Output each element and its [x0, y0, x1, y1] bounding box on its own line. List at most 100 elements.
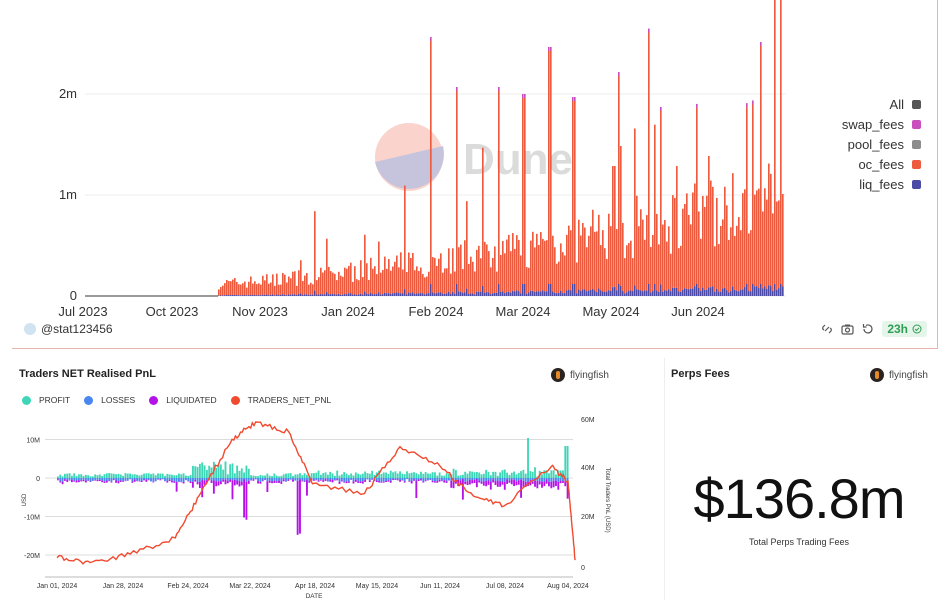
losses-bar	[266, 478, 268, 481]
profit-bar	[346, 474, 348, 478]
losses-bar	[187, 478, 189, 481]
liq-fees-bar	[348, 293, 350, 296]
losses-bar	[69, 478, 71, 480]
profit-bar	[259, 475, 261, 478]
liq-fees-bar	[498, 284, 500, 296]
liquidated-bar	[399, 480, 401, 482]
x-tick-label: May 2024	[582, 304, 639, 319]
oc-fees-bar	[572, 101, 574, 284]
profit-bar	[285, 474, 287, 478]
fees-author[interactable]: flyingfish	[870, 368, 928, 382]
oc-fees-bar	[700, 239, 702, 291]
profit-bar	[380, 474, 382, 478]
pnl-author[interactable]: flyingfish	[551, 368, 609, 382]
profit-bar	[332, 473, 334, 478]
oc-fees-bar	[232, 280, 234, 295]
legend-item-traders-net-pnl[interactable]: TRADERS_NET_PNL	[231, 395, 332, 405]
liquidated-bar	[436, 481, 438, 483]
oc-fees-bar	[534, 247, 536, 291]
liquidated-bar	[408, 481, 410, 482]
oc-fees-bar	[658, 244, 660, 291]
liq-fees-bar	[674, 288, 676, 296]
losses-bar	[562, 478, 564, 481]
liq-fees-bar	[470, 293, 472, 296]
oc-fees-bar	[598, 215, 600, 289]
losses-bar	[306, 478, 308, 480]
losses-bar	[436, 478, 438, 481]
profit-bar	[197, 467, 199, 478]
liq-fees-bar	[678, 291, 680, 296]
liquidated-bar	[104, 482, 106, 483]
liq-fees-bar	[246, 295, 248, 296]
liquidated-bar	[157, 479, 159, 480]
legend-item-All[interactable]: All	[842, 94, 921, 114]
legend-item-pool-fees[interactable]: pool_fees	[842, 134, 921, 154]
liq-fees-bar	[742, 289, 744, 296]
liq-fees-bar	[390, 294, 392, 296]
profit-bar	[357, 474, 359, 478]
liq-fees-bar	[758, 288, 760, 296]
liq-fees-bar	[554, 293, 556, 296]
oc-fees-bar	[698, 211, 700, 287]
author-credit[interactable]: @stat123456	[24, 322, 113, 336]
oc-fees-bar	[354, 266, 356, 294]
losses-bar	[541, 478, 543, 482]
oc-fees-bar	[482, 148, 484, 286]
pnl-card-title: Traders NET Realised PnL	[19, 368, 156, 380]
oc-fees-bar	[564, 255, 566, 293]
oc-fees-bar	[664, 220, 666, 290]
oc-fees-bar	[756, 190, 758, 286]
profit-bar	[385, 473, 387, 478]
legend-item-liquidated[interactable]: LIQUIDATED	[149, 395, 216, 405]
liq-fees-bar	[386, 293, 388, 296]
losses-bar	[99, 478, 101, 480]
liq-fees-bar	[442, 294, 444, 296]
liquidated-bar	[141, 481, 143, 482]
refresh-icon[interactable]	[862, 323, 874, 335]
losses-bar	[173, 478, 175, 481]
liq-fees-bar	[572, 284, 574, 296]
oc-fees-bar	[704, 207, 706, 290]
oc-fees-bar	[320, 268, 322, 294]
legend-item-losses[interactable]: LOSSES	[84, 395, 135, 405]
embed-icon[interactable]	[821, 323, 833, 335]
liquidated-bar	[343, 482, 345, 483]
liq-fees-bar	[658, 292, 660, 296]
liq-fees-bar	[506, 292, 508, 296]
legend-item-oc-fees[interactable]: oc_fees	[842, 154, 921, 174]
liq-fees-bar	[304, 294, 306, 296]
losses-bar	[78, 478, 80, 480]
liq-fees-bar	[712, 286, 714, 296]
liq-fees-bar	[324, 294, 326, 296]
liq-fees-bar	[224, 295, 226, 296]
x-tick-label: Jan 28, 2024	[103, 583, 144, 590]
losses-bar	[201, 478, 203, 480]
oc-fees-bar	[642, 220, 644, 292]
legend-item-liq-fees[interactable]: liq_fees	[842, 174, 921, 194]
profit-bar	[327, 475, 329, 478]
liquidated-bar	[506, 480, 508, 484]
liq-fees-bar	[284, 295, 286, 296]
legend-item-profit[interactable]: PROFIT	[22, 395, 70, 405]
legend-item-swap-fees[interactable]: swap_fees	[842, 114, 921, 134]
liquidated-bar	[101, 481, 103, 483]
liq-fees-bar	[368, 294, 370, 296]
oc-fees-bar	[368, 280, 370, 294]
liq-fees-bar	[320, 294, 322, 296]
camera-icon[interactable]	[841, 323, 854, 335]
profit-bar	[502, 470, 504, 478]
oc-fees-bar	[656, 214, 658, 291]
liquidated-bar	[183, 482, 185, 483]
liq-fees-bar	[570, 291, 572, 297]
losses-bar	[155, 478, 157, 481]
losses-bar	[290, 478, 292, 480]
oc-fees-bar	[674, 198, 676, 288]
oc-fees-bar	[662, 225, 664, 292]
liq-fees-bar	[366, 294, 368, 296]
oc-fees-bar	[480, 258, 482, 292]
profit-bar	[101, 476, 103, 478]
refresh-status-badge[interactable]: 23h	[882, 321, 927, 337]
profit-bar	[397, 473, 399, 478]
liquidated-bar	[145, 480, 147, 482]
liquidated-bar	[269, 481, 271, 483]
